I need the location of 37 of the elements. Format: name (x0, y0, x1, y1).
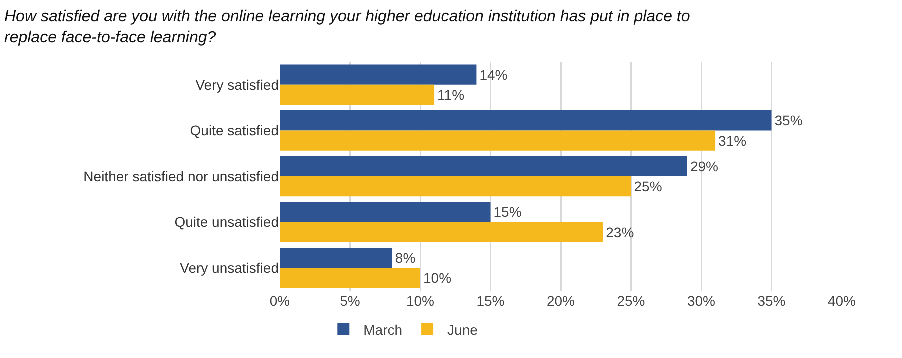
y-tick-label: Very satisfied (196, 76, 279, 93)
x-tick-label: 25% (617, 293, 646, 309)
data-label: 14% (480, 66, 508, 83)
bar (280, 202, 491, 222)
bar (280, 110, 772, 131)
data-label: 35% (774, 112, 803, 129)
data-label: 29% (690, 158, 718, 174)
x-tick-label: 35% (758, 293, 786, 309)
chart-title: How satisfied are you with the online learning your higher education institution has put in place to replace face-to-face learning? (4, 8, 690, 46)
data-label: 25% (634, 178, 662, 195)
y-tick-label: Very unsatisfied (180, 260, 279, 276)
x-tick-label: 0% (270, 293, 290, 309)
y-tick-label: Quite unsatisfied (174, 214, 279, 230)
y-tick-label: Neither satisfied nor unsatisfied (84, 168, 279, 184)
legend-label: June (448, 322, 478, 338)
data-label: 31% (718, 132, 747, 149)
data-label: 10% (424, 270, 452, 286)
x-tick-label: 15% (476, 293, 505, 309)
bar (280, 130, 716, 151)
x-tick-label: 30% (687, 293, 716, 309)
bar (280, 248, 392, 268)
x-tick-label: 40% (828, 293, 856, 309)
y-tick-label: Quite satisfied (190, 122, 279, 139)
bar (280, 156, 688, 176)
data-label: 23% (606, 224, 634, 240)
x-tick-label: 20% (546, 293, 576, 309)
data-label: 8% (395, 250, 416, 266)
legend-label: March (364, 322, 403, 338)
bar (280, 222, 604, 242)
data-label: 11% (438, 86, 465, 103)
x-tick-label: 10% (406, 293, 435, 309)
bar (280, 268, 420, 288)
bar (280, 64, 477, 85)
bar (280, 176, 632, 197)
bar (280, 84, 435, 106)
data-label: 15% (494, 204, 522, 220)
x-tick-label: 5% (340, 293, 360, 309)
